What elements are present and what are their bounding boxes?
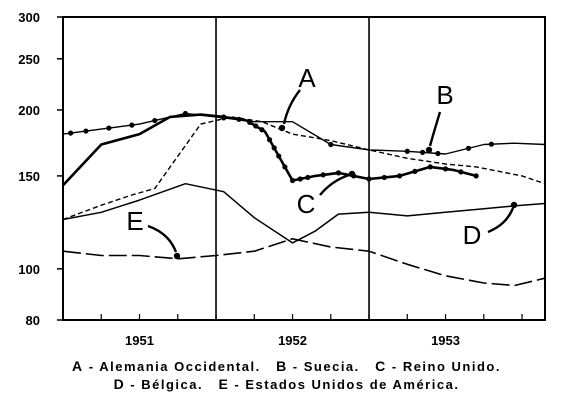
series-B-point [106,125,112,131]
series-C [62,113,479,187]
series-C-point [266,137,273,143]
x-tick-label: 1952 [278,333,307,348]
series-B-point [488,141,495,147]
series-C-point [458,169,464,175]
callout-arrow-B [428,111,442,147]
y-tick-label: 80 [26,313,40,328]
x-axis: 1951 1952 1953 [100,314,523,348]
legend-key-B: B [276,358,288,374]
series-E [62,238,546,287]
series-C-point [412,168,418,175]
callout-label-B: B [436,80,453,110]
series-D [62,182,546,244]
series-C-point [236,116,242,122]
legend-line-1: A - Alemania Occidental. B - Suecia. C -… [72,358,501,374]
callout-arrow-C [319,173,350,196]
y-tick-label: 100 [18,262,40,277]
callout-C: C [297,170,356,219]
series-B-point [419,149,426,155]
year-dividers [215,17,370,320]
series-C-point [259,127,265,133]
series-C-point [320,172,326,178]
y-tick-label: 200 [18,103,40,118]
series-C-point [305,174,311,181]
series-C-point [276,153,282,159]
legend-label-B: Suecia. [303,359,360,374]
series-D-line [62,182,546,244]
callout-arrow-A [282,89,301,125]
series-C-point [297,176,303,182]
series-B-point [435,150,441,157]
series-A [62,116,546,221]
series-B [62,110,546,157]
legend-label-E: Estados Unidos de América. [245,377,460,392]
callout-arrow-D [487,207,515,234]
legend-label-C: Reino Unido. [402,359,501,374]
callout-arrow-E [147,224,178,253]
series-B-point [152,117,158,124]
callout-A: A [278,63,316,132]
y-tick-label: 300 [18,10,40,25]
legend-key-C: C [375,358,387,374]
callout-B: B [425,80,454,154]
legend-label-D: Bélgica. [141,377,204,392]
series-C-point [366,176,372,182]
plot-frame [62,16,546,321]
series-C-point [427,164,433,170]
y-axis: 80 100 150 200 250 300 [18,10,63,328]
series-C-point [221,114,227,120]
callout-arrowhead-B [425,146,433,154]
legend-key-A: A [72,358,84,374]
series-C-point [442,166,449,172]
callout-label-A: A [298,63,316,93]
series-C-point [397,173,403,179]
legend-line-2: D - Bélgica. E - Estados Unidos de Améri… [113,376,460,392]
y-tick-label: 150 [18,169,40,184]
legend-key-E: E [218,376,230,392]
y-tick-label: 250 [18,52,40,67]
series-C-point [253,123,259,129]
callout-label-C: C [297,189,316,219]
series-B-point [129,122,135,128]
series-B-point [328,141,334,148]
series-B-point [83,128,89,134]
callout-label-E: E [126,206,143,236]
callouts: A B C D E [126,63,518,260]
callout-D: D [463,201,518,250]
series-B-point [68,130,74,136]
series-C-point [381,174,387,181]
legend-label-A: Alemania Occidental. [99,359,261,374]
x-tick-label: 1953 [431,333,460,348]
legend-key-D: D [113,376,126,392]
series-B-point [465,145,472,151]
callout-E: E [126,206,181,260]
series-C-point [473,173,479,179]
x-tick-label: 1951 [125,333,154,348]
series-C-point [247,119,253,125]
callout-arrowhead-A [278,124,286,132]
series-C-point [282,164,288,170]
series-C-point [335,170,342,176]
series-C-point [289,177,296,184]
series-C-line [62,113,477,187]
callout-arrowhead-E [173,252,181,260]
series-B-point [404,148,410,154]
callout-arrowhead-C [348,170,356,178]
callout-arrowhead-D [510,201,518,209]
series-B-line [62,112,546,155]
series-E-line [62,238,546,287]
callout-label-D: D [463,220,482,250]
series-A-line [62,116,546,221]
plot-border [62,16,546,321]
series-C-point [271,145,277,151]
